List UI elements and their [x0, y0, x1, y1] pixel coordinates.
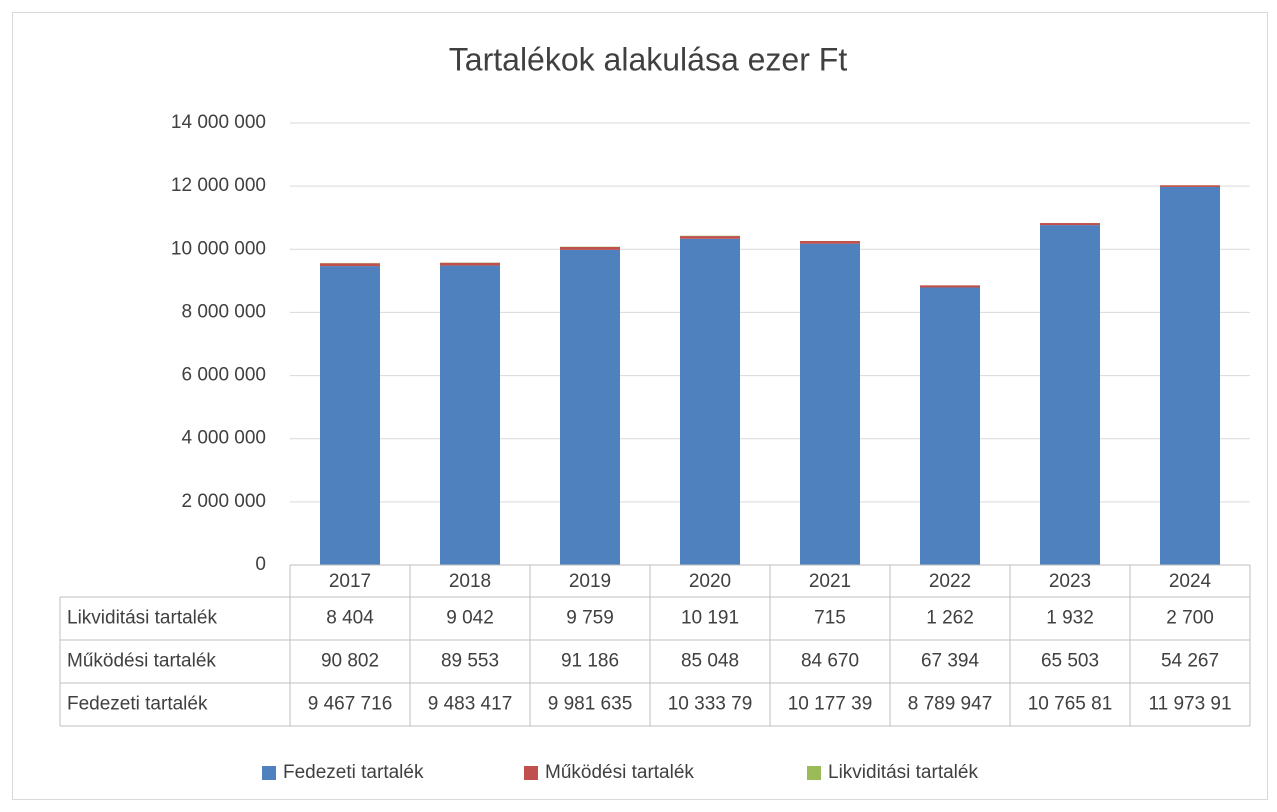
data-table-value: 9 981 635 [548, 694, 633, 715]
x-tick-label: 2020 [689, 571, 731, 592]
legend-swatch [262, 766, 276, 780]
x-tick-label: 2024 [1169, 571, 1212, 592]
data-table-value: 85 048 [681, 651, 739, 672]
bar-segment [920, 285, 980, 288]
bar-segment [1040, 225, 1100, 565]
y-tick-label: 4 000 000 [181, 428, 266, 449]
bar-segment [680, 236, 740, 239]
bar-segment [440, 262, 500, 266]
legend-label: Likviditási tartalék [828, 762, 978, 783]
data-table-value: 9 759 [566, 608, 614, 629]
data-table-value: 8 404 [326, 608, 374, 629]
data-table-value: 715 [814, 608, 846, 629]
x-tick-label: 2017 [329, 571, 371, 592]
bar-segment [1160, 185, 1220, 187]
legend-label: Működési tartalék [545, 762, 694, 783]
data-table-value: 1 262 [926, 608, 974, 629]
data-table-value: 11 973 91 [1148, 694, 1231, 715]
data-table-value: 8 789 947 [908, 694, 993, 715]
data-table-value: 10 191 [681, 608, 739, 629]
data-table-value: 84 670 [801, 651, 859, 672]
data-table-value: 10 177 39 [788, 694, 873, 715]
legend-swatch [807, 766, 821, 780]
bar-segment [800, 243, 860, 566]
bar-segment [680, 238, 740, 565]
data-table-value: 67 394 [921, 651, 980, 672]
bar-segment [800, 241, 860, 244]
data-table-value: 1 932 [1046, 608, 1094, 629]
bar-segment [440, 265, 500, 565]
bar-segment [320, 266, 380, 565]
bar-segment [320, 263, 380, 267]
y-tick-label: 10 000 000 [171, 238, 266, 259]
data-table-value: 89 553 [441, 651, 499, 672]
chart-title: Tartalékok alakulása ezer Ft [449, 41, 848, 77]
x-tick-label: 2021 [809, 571, 851, 592]
table-row-label: Fedezeti tartalék [67, 694, 208, 715]
x-tick-label: 2022 [929, 571, 971, 592]
data-table-value: 65 503 [1041, 651, 1099, 672]
data-table-value: 10 765 81 [1028, 694, 1113, 715]
y-tick-label: 12 000 000 [171, 175, 266, 196]
bar-segment [1160, 186, 1220, 565]
table-row-label: Működési tartalék [67, 651, 216, 672]
y-tick-label: 8 000 000 [181, 301, 266, 322]
y-tick-label: 14 000 000 [171, 112, 266, 133]
y-tick-label: 2 000 000 [181, 491, 266, 512]
legend-label: Fedezeti tartalék [283, 762, 424, 783]
data-table-value: 10 333 79 [668, 694, 753, 715]
bar-segment [920, 287, 980, 565]
legend-swatch [524, 766, 538, 780]
data-table-value: 54 267 [1161, 651, 1219, 672]
y-tick-label: 6 000 000 [181, 365, 266, 386]
data-table-value: 9 467 716 [308, 694, 393, 715]
bar-segment [560, 249, 620, 565]
bar-segment [560, 246, 620, 250]
table-row-label: Likviditási tartalék [67, 608, 217, 629]
x-tick-label: 2018 [449, 571, 491, 592]
data-table-value: 2 700 [1166, 608, 1214, 629]
x-tick-label: 2019 [569, 571, 611, 592]
data-table-value: 9 042 [446, 608, 494, 629]
data-table-value: 91 186 [561, 651, 619, 672]
data-table-value: 90 802 [321, 651, 379, 672]
data-table-value: 9 483 417 [428, 694, 513, 715]
y-tick-label: 0 [255, 554, 266, 575]
x-tick-label: 2023 [1049, 571, 1091, 592]
bar-segment [1040, 223, 1100, 226]
